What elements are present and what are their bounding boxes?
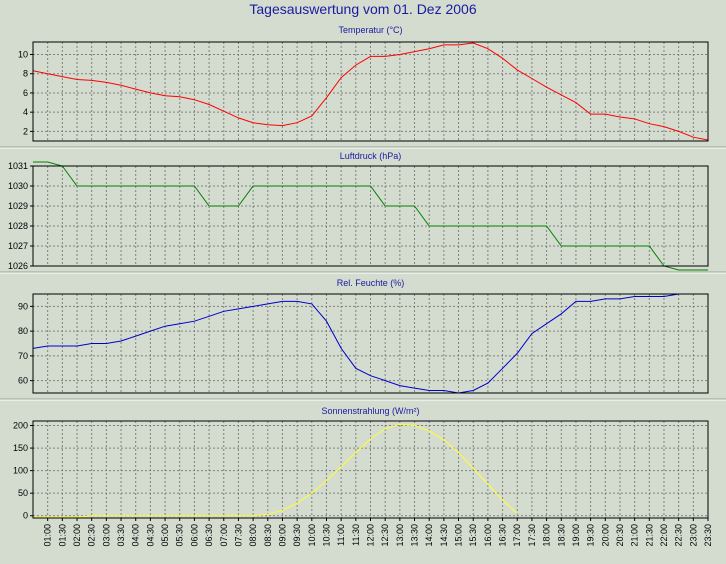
- x-tick-label: 15:00: [454, 524, 464, 547]
- x-tick-label: 01:00: [43, 524, 53, 547]
- x-tick-label: 14:00: [424, 524, 434, 547]
- x-tick-label: 01:30: [57, 524, 67, 547]
- x-tick-label: 22:30: [674, 524, 684, 547]
- y-tick-label: 6: [23, 88, 28, 98]
- x-tick-label: 06:00: [189, 524, 199, 547]
- x-tick-label: 14:30: [439, 524, 449, 547]
- x-tick-label: 13:30: [410, 524, 420, 547]
- chart-panel-1: 2 4 6 8 10 Temperatur (°C): [0, 25, 726, 149]
- x-tick-label: 18:00: [542, 524, 552, 547]
- x-tick-label: 07:30: [233, 524, 243, 547]
- x-tick-label: 16:30: [498, 524, 508, 547]
- chart-panel-3: 60 70 80 90 Rel. Feuchte (%): [0, 278, 726, 401]
- chart-panel-4: 0 50 100 150 200 Sonnenstrahlung (W/m²): [13, 406, 709, 521]
- x-tick-label: 09:00: [278, 524, 288, 547]
- x-tick-label: 21:30: [644, 524, 654, 547]
- x-tick-label: 02:30: [87, 524, 97, 547]
- y-tick-label: 1031: [8, 161, 28, 171]
- x-tick-label: 17:00: [512, 524, 522, 547]
- y-tick-label: 8: [23, 69, 28, 79]
- x-tick-label: 05:30: [175, 524, 185, 547]
- y-tick-label: 4: [23, 107, 28, 117]
- x-tick-label: 19:00: [571, 524, 581, 547]
- y-tick-label: 100: [13, 466, 28, 476]
- x-tick-label: 21:00: [630, 524, 640, 547]
- x-tick-label: 23:30: [703, 524, 713, 547]
- x-tick-label: 12:30: [380, 524, 390, 547]
- y-tick-label: 1029: [8, 201, 28, 211]
- x-tick-label: 20:00: [600, 524, 610, 547]
- x-tick-label: 06:30: [204, 524, 214, 547]
- plot-frame: [32, 165, 709, 267]
- y-tick-label: 2: [23, 126, 28, 136]
- series-line: [33, 423, 518, 518]
- y-tick-label: 50: [18, 488, 28, 498]
- y-tick-label: 90: [18, 301, 28, 311]
- x-tick-label: 19:30: [586, 524, 596, 547]
- x-tick-label: 04:00: [131, 524, 141, 547]
- x-tick-label: 11:00: [336, 524, 346, 546]
- x-tick-label: 15:30: [468, 524, 478, 547]
- x-tick-label: 11:30: [351, 524, 361, 546]
- x-tick-label: 18:30: [556, 524, 566, 547]
- x-tick-label: 07:00: [219, 524, 229, 547]
- x-tick-label: 02:00: [72, 524, 82, 547]
- x-tick-label: 08:30: [263, 524, 273, 547]
- x-tick-label: 20:30: [615, 524, 625, 547]
- y-tick-label: 200: [13, 421, 28, 431]
- y-tick-label: 1030: [8, 181, 28, 191]
- y-tick-label: 10: [18, 49, 28, 59]
- chart-title: Sonnenstrahlung (W/m²): [321, 406, 419, 416]
- y-tick-label: 0: [23, 511, 28, 521]
- x-tick-label: 22:00: [659, 524, 669, 547]
- page-title: Tagesauswertung vom 01. Dez 2006: [249, 1, 477, 17]
- x-tick-label: 10:30: [322, 524, 332, 547]
- x-tick-label: 13:00: [395, 524, 405, 547]
- x-tick-label: 12:00: [366, 524, 376, 547]
- y-tick-label: 1028: [8, 221, 28, 231]
- x-tick-label: 08:00: [248, 524, 258, 547]
- y-tick-label: 1027: [8, 241, 28, 251]
- y-tick-label: 150: [13, 443, 28, 453]
- x-tick-label: 23:00: [688, 524, 698, 547]
- x-tick-label: 10:00: [307, 524, 317, 547]
- x-tick-label: 04:30: [145, 524, 155, 547]
- x-tick-label: 03:00: [101, 524, 111, 547]
- y-tick-label: 70: [18, 351, 28, 361]
- chart-title: Temperatur (°C): [338, 25, 402, 35]
- y-tick-label: 80: [18, 326, 28, 336]
- x-tick-label: 16:00: [483, 524, 493, 547]
- chart-title: Rel. Feuchte (%): [337, 278, 405, 288]
- x-tick-label: 05:00: [160, 524, 170, 547]
- series-line: [33, 161, 708, 271]
- chart-panel-2: 1026 1027 1028 1029 1030 1031 Luftdruck (hPa): [0, 151, 726, 274]
- plot-frame: [32, 41, 709, 142]
- plot-frame: [32, 293, 709, 394]
- y-tick-label: 1026: [8, 261, 28, 271]
- x-tick-label: 17:30: [527, 524, 537, 547]
- chart-title: Luftdruck (hPa): [340, 151, 402, 161]
- x-tick-label: 09:30: [292, 524, 302, 547]
- series-line: [32, 42, 709, 141]
- x-tick-label: 03:30: [116, 524, 126, 547]
- y-tick-label: 60: [18, 376, 28, 386]
- series-line: [32, 293, 708, 394]
